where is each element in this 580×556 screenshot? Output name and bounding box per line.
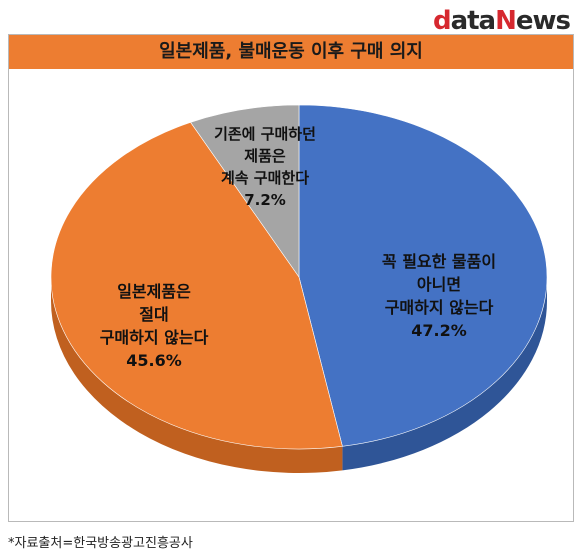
slice-label-line: 절대 <box>139 305 168 324</box>
slice-label-line: 구매하지 않는다 <box>385 298 494 317</box>
pie-slice-1 <box>50 121 343 450</box>
slice-value-1: 45.6% <box>126 351 182 370</box>
slice-label-line: 제품은 <box>244 147 286 165</box>
slice-label-line: 구매하지 않는다 <box>100 328 209 347</box>
chart-title: 일본제품, 불매운동 이후 구매 의지 <box>9 35 573 69</box>
slice-value-0: 47.2% <box>411 321 467 340</box>
source-note: *자료출처=한국방송광고진흥공사 <box>8 536 193 551</box>
slice-label-line: 꼭 필요한 물품이 <box>382 252 496 271</box>
pie-chart: 꼭 필요한 물품이 아니면 구매하지 않는다 47.2%일본제품은 절대 구매하지 않는다… <box>50 104 548 473</box>
slice-label-line: 일본제품은 <box>117 282 191 301</box>
pie-side-0 <box>342 277 547 471</box>
slice-value-2: 7.2% <box>244 191 286 209</box>
slice-label-line: 기존에 구매하던 <box>214 125 316 143</box>
slice-label-line: 계속 구매한다 <box>221 169 309 187</box>
pie-slice-2 <box>190 104 300 278</box>
slice-label-line: 아니면 <box>417 275 461 294</box>
pie-slice-0 <box>298 104 548 447</box>
datanews-logo: dataNews <box>432 6 571 36</box>
